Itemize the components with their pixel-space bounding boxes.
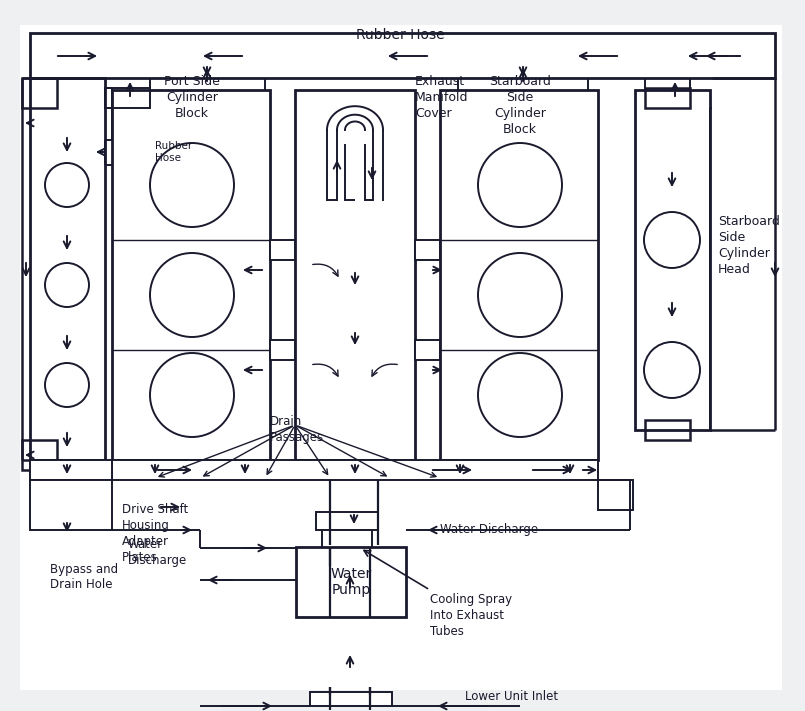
Bar [635, 90, 710, 430]
Bar [112, 460, 598, 480]
Text: Water
Discharge: Water Discharge [128, 538, 188, 567]
Circle shape [45, 263, 89, 307]
Bar [105, 88, 150, 108]
Circle shape [644, 212, 700, 268]
Bar [322, 530, 372, 548]
Circle shape [45, 163, 89, 207]
Text: Port Side
Cylinder
Block: Port Side Cylinder Block [164, 75, 220, 120]
Bar [645, 88, 690, 108]
Text: Water
Pump: Water Pump [330, 567, 372, 597]
Bar [30, 460, 112, 480]
Bar [22, 440, 57, 470]
Text: Water Discharge: Water Discharge [440, 523, 538, 536]
Text: Bypass and
Drain Hole: Bypass and Drain Hole [50, 562, 118, 592]
Text: Exhaust
Manifold
Cover: Exhaust Manifold Cover [415, 75, 469, 120]
Bar [30, 33, 775, 78]
Circle shape [150, 353, 234, 437]
Bar [22, 78, 57, 108]
Text: Starboard
Side
Cylinder
Block: Starboard Side Cylinder Block [489, 75, 551, 136]
Bar [598, 480, 633, 510]
Bar [415, 340, 440, 360]
Text: Starboard
Side
Cylinder
Head: Starboard Side Cylinder Head [718, 215, 780, 276]
Circle shape [478, 353, 562, 437]
Bar [295, 90, 415, 460]
Bar [30, 78, 105, 460]
Bar [30, 480, 112, 530]
Bar [440, 90, 598, 460]
Bar [415, 240, 440, 260]
Circle shape [478, 143, 562, 227]
Circle shape [644, 342, 700, 398]
Text: Cooling Spray
Into Exhaust
Tubes: Cooling Spray Into Exhaust Tubes [430, 593, 512, 638]
Text: Lower Unit Inlet: Lower Unit Inlet [465, 690, 558, 702]
Text: Rubber Hose: Rubber Hose [356, 28, 444, 42]
Bar [296, 547, 406, 617]
Bar [270, 340, 295, 360]
Bar [645, 420, 690, 440]
Text: Rubber
Hose: Rubber Hose [155, 141, 192, 164]
Bar [316, 512, 378, 530]
Text: Drive Shaft
Housing
Adapter
Plates: Drive Shaft Housing Adapter Plates [122, 503, 188, 564]
Bar [270, 240, 295, 260]
Bar [112, 90, 270, 460]
Circle shape [150, 253, 234, 337]
Bar [105, 88, 112, 108]
Bar [328, 132, 382, 200]
Text: Drain
Passages: Drain Passages [270, 415, 324, 444]
Circle shape [478, 253, 562, 337]
Circle shape [45, 363, 89, 407]
Circle shape [150, 143, 234, 227]
Bar [310, 692, 392, 706]
